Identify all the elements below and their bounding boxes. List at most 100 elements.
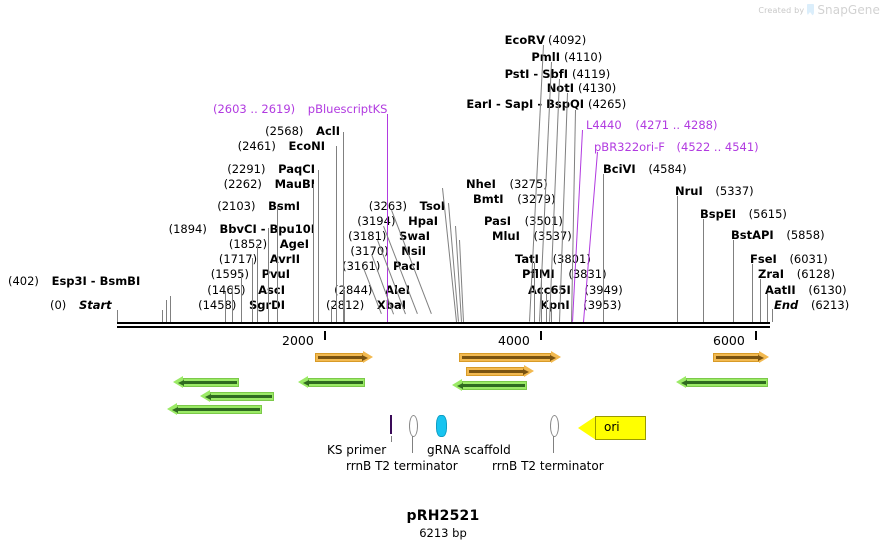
- site-label-ecorv[interactable]: EcoRV: [400, 34, 545, 46]
- site-label-bspei[interactable]: BspEI (5615): [700, 207, 787, 221]
- site-label-asci[interactable]: (1465) AscI: [207, 283, 285, 297]
- ruler-label: 6000: [713, 333, 745, 348]
- leader-line: [241, 272, 242, 322]
- site-label-bcivi[interactable]: BciVI (4584): [603, 162, 687, 176]
- site-label-nhei[interactable]: NheI (3275): [466, 177, 548, 191]
- orange-feature-arrow[interactable]: [466, 365, 534, 377]
- feature-label-pbluescriptks[interactable]: (2603 .. 2619) pBluescriptKS: [213, 102, 388, 116]
- green-feature-arrow[interactable]: [167, 403, 262, 415]
- site-label-acli[interactable]: (2568) AclI: [265, 124, 340, 138]
- site-label-maubi[interactable]: (2262) MauBI: [223, 177, 315, 191]
- orange-feature-arrow[interactable]: [459, 351, 561, 363]
- leader-line: [162, 310, 163, 322]
- site-label-xbai[interactable]: (2812) XbaI: [325, 298, 406, 312]
- site-label-end[interactable]: End (6213): [774, 298, 850, 312]
- leader-line: [268, 228, 269, 322]
- grna-scaffold-glyph[interactable]: [436, 415, 447, 437]
- feature-label[interactable]: rrnB T2 terminator: [492, 459, 604, 473]
- leader-line: [752, 264, 753, 322]
- site-pos-ecorv: (4092): [548, 33, 587, 47]
- site-label-zrai[interactable]: ZraI (6128): [758, 267, 835, 281]
- ori-label: ori: [604, 420, 620, 434]
- rrnb-t2-terminator-glyph-right[interactable]: [550, 415, 559, 437]
- site-label-bmti[interactable]: BmtI (3279): [473, 192, 556, 206]
- feature-label-pbr322ori-f[interactable]: pBR322ori-F (4522 .. 4541): [594, 140, 759, 154]
- feature-label[interactable]: KS primer: [327, 443, 387, 457]
- site-label-kpni[interactable]: KpnI (3953): [540, 298, 622, 312]
- site-label-pmli[interactable]: PmlI: [420, 51, 560, 63]
- site-label-alei[interactable]: (2844) AleI: [334, 283, 410, 297]
- leader-line: [232, 286, 233, 322]
- site-label-econi[interactable]: (2461) EcoNI: [237, 139, 325, 153]
- site-pos-pmli: (4110): [564, 50, 603, 64]
- site-label-esp3i-bsmbi[interactable]: (402) Esp3I - BsmBI: [8, 274, 141, 288]
- leader-line: [733, 240, 734, 322]
- site-label-tati[interactable]: TatI (3801): [515, 252, 591, 266]
- snapgene-logo-icon: [807, 4, 815, 16]
- site-label-acc65i[interactable]: Acc65I (3949): [528, 284, 623, 296]
- leader-line: [225, 292, 226, 322]
- ori-feature[interactable]: ori: [578, 415, 646, 440]
- ruler-tick: [540, 331, 542, 340]
- leader-line: [603, 174, 604, 322]
- ruler-label: 4000: [498, 333, 530, 348]
- green-feature-arrow[interactable]: [676, 376, 768, 388]
- leader-line: [313, 184, 314, 322]
- ks-primer-glyph[interactable]: [390, 415, 392, 434]
- leader-line: [331, 306, 332, 322]
- watermark-created-by: Created by: [758, 5, 805, 15]
- site-pos-psti-sbfi: (4119): [572, 67, 611, 81]
- site-label-bstapi[interactable]: BstAPI (5858): [731, 228, 825, 242]
- leader-line: [343, 132, 344, 322]
- site-label-eari-sapi-bspqi[interactable]: EarI - SapI - BspQI: [420, 98, 584, 110]
- site-label-noti[interactable]: NotI: [440, 82, 574, 94]
- feature-label[interactable]: gRNA scaffold: [427, 443, 511, 457]
- site-label-tsoi[interactable]: (3263) TsoI: [369, 199, 445, 213]
- site-name: EcoRV: [504, 33, 545, 47]
- site-label-psti-sbfi[interactable]: PstI - SbfI: [420, 68, 568, 80]
- feature-label[interactable]: rrnB T2 terminator: [346, 459, 458, 473]
- green-feature-arrow[interactable]: [173, 376, 239, 388]
- green-feature-arrow[interactable]: [452, 379, 527, 391]
- site-label-bbvci-bpu10i[interactable]: (1894) BbvCI - Bpu10I: [168, 222, 315, 236]
- site-name: NotI: [546, 81, 574, 95]
- site-label-agei[interactable]: (1852) AgeI: [228, 237, 309, 251]
- leader-line: [252, 258, 253, 322]
- site-label-swai[interactable]: (3181) SwaI: [348, 229, 430, 243]
- site-label-pasi[interactable]: PasI (3501): [484, 214, 563, 228]
- green-feature-arrow[interactable]: [298, 376, 365, 388]
- orange-feature-arrow[interactable]: [713, 351, 769, 363]
- leader-line: [344, 290, 345, 322]
- leader-line: [170, 296, 171, 322]
- leader-line: [677, 196, 678, 322]
- site-pos-noti: (4130): [578, 81, 617, 95]
- site-label-aatii[interactable]: AatII (6130): [765, 283, 847, 297]
- leader-line: [534, 263, 535, 322]
- ruler-tick: [324, 331, 326, 340]
- leader-line: [257, 244, 258, 322]
- site-label-hpai[interactable]: (3194) HpaI: [357, 214, 438, 228]
- watermark-brand: SnapGene: [817, 3, 880, 17]
- plasmid-backbone[interactable]: [117, 322, 770, 328]
- site-label-fsei[interactable]: FseI (6031): [750, 252, 828, 266]
- site-label-nrui[interactable]: NruI (5337): [675, 184, 754, 198]
- site-name: PstI - SbfI: [504, 67, 568, 81]
- site-label-mlui[interactable]: MluI (3537): [492, 229, 572, 243]
- ruler-tick: [755, 331, 757, 340]
- ks-primer-leader: [391, 436, 392, 442]
- green-feature-arrow[interactable]: [200, 390, 274, 402]
- plasmid-length: 6213 bp: [419, 526, 467, 540]
- leader-line: [703, 219, 704, 322]
- leader-line: [166, 300, 167, 322]
- site-label-paqci[interactable]: (2291) PaqCI: [227, 162, 315, 176]
- leader-line: [117, 310, 118, 322]
- rrnb-t2-terminator-glyph-left[interactable]: [409, 415, 418, 437]
- feature-label-l4440[interactable]: L4440 (4271 .. 4288): [586, 118, 718, 132]
- leader-line: [387, 114, 389, 322]
- site-label-bsmi[interactable]: (2103) BsmI: [217, 199, 300, 213]
- rrnb-right-leader: [553, 436, 554, 453]
- page-title: pRH2521: [406, 508, 480, 524]
- leader-line: [772, 309, 773, 322]
- site-label-start[interactable]: (0) Start: [50, 298, 112, 312]
- orange-feature-arrow[interactable]: [315, 351, 373, 363]
